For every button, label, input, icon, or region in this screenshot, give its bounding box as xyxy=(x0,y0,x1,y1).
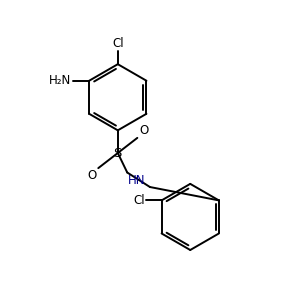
Text: Cl: Cl xyxy=(112,37,124,50)
Text: S: S xyxy=(114,147,122,160)
Text: HN: HN xyxy=(128,174,145,187)
Text: O: O xyxy=(139,124,148,137)
Text: H₂N: H₂N xyxy=(49,74,72,87)
Text: Cl: Cl xyxy=(133,194,145,207)
Text: O: O xyxy=(88,169,97,182)
